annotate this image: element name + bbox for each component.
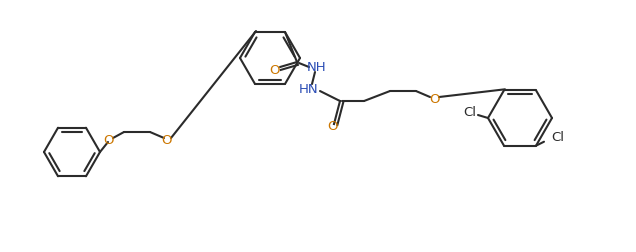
Text: O: O xyxy=(270,64,280,77)
Text: O: O xyxy=(103,134,113,146)
Text: O: O xyxy=(327,119,337,133)
Text: Cl: Cl xyxy=(464,107,476,119)
Text: Cl: Cl xyxy=(551,131,565,144)
Text: HN: HN xyxy=(299,82,319,96)
Text: NH: NH xyxy=(307,60,327,74)
Text: O: O xyxy=(429,92,439,106)
Text: O: O xyxy=(161,134,171,146)
